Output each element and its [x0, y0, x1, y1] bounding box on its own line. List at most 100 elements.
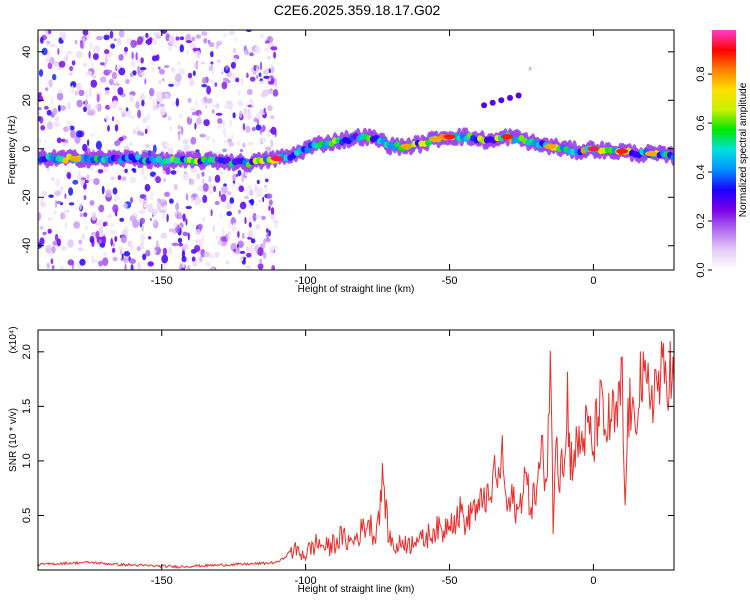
noise-blob — [79, 258, 86, 266]
noise-blob — [167, 248, 173, 256]
noise-blob — [191, 256, 196, 263]
noise-blob — [53, 121, 60, 127]
noise-blob — [158, 80, 162, 85]
noise-blob — [49, 56, 55, 64]
noise-blob — [123, 202, 128, 209]
noise-blob — [64, 221, 68, 229]
noise-blob — [182, 261, 185, 269]
noise-blob — [266, 228, 269, 233]
noise-blob — [194, 62, 199, 69]
noise-blob — [211, 267, 215, 270]
noise-blob — [203, 96, 208, 103]
noise-blob — [220, 194, 227, 202]
noise-blob — [44, 139, 47, 144]
noise-blob — [267, 80, 274, 85]
noise-blob — [157, 198, 161, 204]
noise-blob — [122, 256, 129, 264]
noise-blob — [96, 94, 100, 103]
snr-ticks: -150 -100 -50 0 0.5 1.0 1.5 2.0 — [21, 330, 674, 587]
noise-blob — [237, 240, 244, 249]
ridge-peak — [443, 134, 456, 140]
noise-blob — [80, 179, 85, 186]
noise-blob — [68, 187, 74, 196]
noise-blob — [221, 71, 224, 75]
noise-blob — [40, 197, 43, 203]
noise-blob — [45, 87, 49, 91]
noise-blob — [153, 218, 157, 226]
spectrogram-ytick-label: -20 — [21, 189, 33, 205]
noise-blob — [216, 59, 221, 63]
noise-blob — [98, 204, 105, 213]
noise-blob — [118, 54, 124, 61]
noise-blob — [136, 246, 141, 252]
noise-blob — [243, 107, 248, 115]
noise-blob — [168, 83, 175, 87]
noise-blob — [234, 36, 238, 43]
noise-blob — [95, 230, 100, 240]
noise-blob — [64, 139, 69, 144]
noise-blob — [151, 55, 158, 62]
noise-blob — [257, 263, 264, 270]
noise-blob — [237, 230, 240, 238]
spectrogram-ytick-label: 40 — [21, 46, 33, 58]
noise-blob — [167, 146, 174, 155]
ridge-peak — [270, 155, 283, 162]
noise-blob — [178, 67, 185, 76]
noise-blob — [156, 240, 159, 250]
noise-blob — [195, 149, 200, 153]
noise-blob — [76, 99, 83, 108]
noise-blob — [239, 250, 246, 254]
spectrogram-xtick-label: -100 — [295, 275, 317, 287]
noise-blob — [130, 264, 134, 270]
noise-blob — [141, 166, 145, 176]
noise-blob — [189, 78, 195, 87]
noise-blob — [111, 247, 116, 253]
noise-blob — [210, 209, 213, 217]
noise-blob — [259, 258, 263, 264]
noise-blob — [66, 120, 73, 126]
noise-blob — [223, 133, 227, 138]
ridge-peak — [400, 143, 413, 149]
noise-blob — [54, 190, 61, 197]
noise-blob — [257, 247, 264, 257]
noise-blob — [255, 124, 261, 131]
noise-blob — [139, 209, 144, 214]
noise-blob — [82, 143, 88, 152]
noise-blob — [142, 43, 148, 47]
noise-blob — [217, 240, 223, 246]
noise-blob — [152, 36, 157, 46]
noise-blob — [83, 106, 87, 113]
noise-blob — [258, 80, 265, 85]
noise-blob — [89, 200, 95, 206]
noise-blob — [89, 235, 95, 244]
noise-blob — [205, 135, 211, 141]
noise-blob — [130, 196, 133, 204]
noise-blob — [215, 235, 219, 240]
noise-blob — [212, 224, 216, 233]
noise-blob — [56, 137, 62, 144]
noise-blob — [132, 70, 137, 76]
noise-blob — [182, 231, 189, 237]
noise-blob — [50, 97, 54, 105]
noise-blob — [59, 185, 65, 192]
noise-blob — [239, 148, 243, 153]
noise-blob — [161, 254, 169, 264]
noise-blob — [165, 166, 171, 175]
noise-blob — [54, 233, 59, 242]
noise-blob — [245, 30, 252, 33]
noise-blob — [187, 98, 193, 103]
noise-blob — [67, 259, 75, 266]
noise-blob — [51, 265, 55, 270]
noise-blob — [214, 82, 218, 87]
noise-blob — [55, 200, 62, 205]
noise-blob — [135, 52, 138, 61]
noise-blob — [53, 210, 57, 216]
noise-blob — [201, 77, 208, 84]
noise-blob — [48, 79, 53, 88]
ridge-peak — [544, 143, 557, 149]
noise-blob — [248, 230, 253, 238]
noise-blob — [179, 36, 185, 41]
noise-blob — [202, 194, 208, 204]
noise-blob — [265, 178, 269, 183]
noise-blob — [254, 186, 259, 193]
